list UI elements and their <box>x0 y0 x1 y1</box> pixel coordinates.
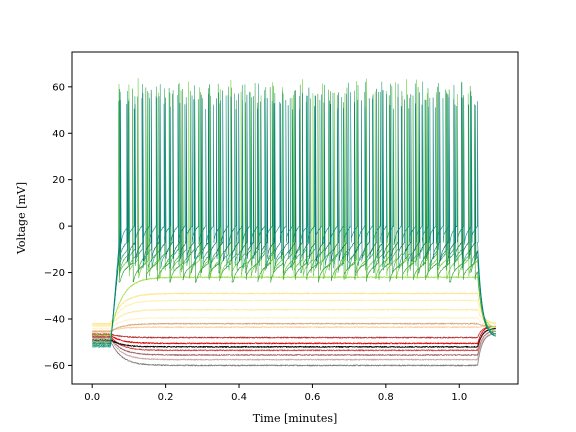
trace-line <box>92 292 497 325</box>
trace-line <box>91 332 496 367</box>
y-tick-label: 0 <box>59 222 65 233</box>
trace-line <box>92 308 496 327</box>
x-tick-label: 1.0 <box>451 392 467 403</box>
x-axis: 0.0 0.2 0.4 0.6 0.8 1.0 <box>84 384 467 403</box>
trace-line <box>92 78 497 341</box>
trace-line <box>91 316 497 330</box>
trace-line <box>91 325 496 332</box>
x-tick-label: 0.0 <box>84 392 100 403</box>
trace-line <box>91 299 496 326</box>
x-tick-label: 0.6 <box>304 392 320 403</box>
trace-line <box>91 325 497 339</box>
trace-line <box>91 82 497 346</box>
y-tick-label: 40 <box>52 129 65 140</box>
traces <box>91 78 497 367</box>
trace-line <box>91 91 497 347</box>
x-tick-label: 0.8 <box>378 392 394 403</box>
plot-frame <box>71 51 519 385</box>
y-axis-label: Voltage [mV] <box>15 182 28 255</box>
y-tick-label: −20 <box>44 268 65 279</box>
y-tick-label: 20 <box>52 175 65 186</box>
y-tick-label: −40 <box>44 314 65 325</box>
trace-line <box>92 330 496 356</box>
y-tick-label: −60 <box>44 361 65 372</box>
y-tick-label: 60 <box>52 82 65 93</box>
trace-line <box>92 328 497 348</box>
x-tick-label: 0.2 <box>158 392 174 403</box>
trace-line <box>92 81 497 348</box>
y-axis: −60 −40 −20 0 20 40 60 <box>44 82 72 372</box>
trace-line <box>91 322 496 333</box>
trace-line <box>92 87 496 345</box>
trace-line <box>91 332 497 361</box>
x-tick-label: 0.4 <box>231 392 247 403</box>
trace-line <box>91 325 497 345</box>
x-axis-label: Time [minutes] <box>253 412 338 425</box>
trace-line <box>92 328 497 352</box>
